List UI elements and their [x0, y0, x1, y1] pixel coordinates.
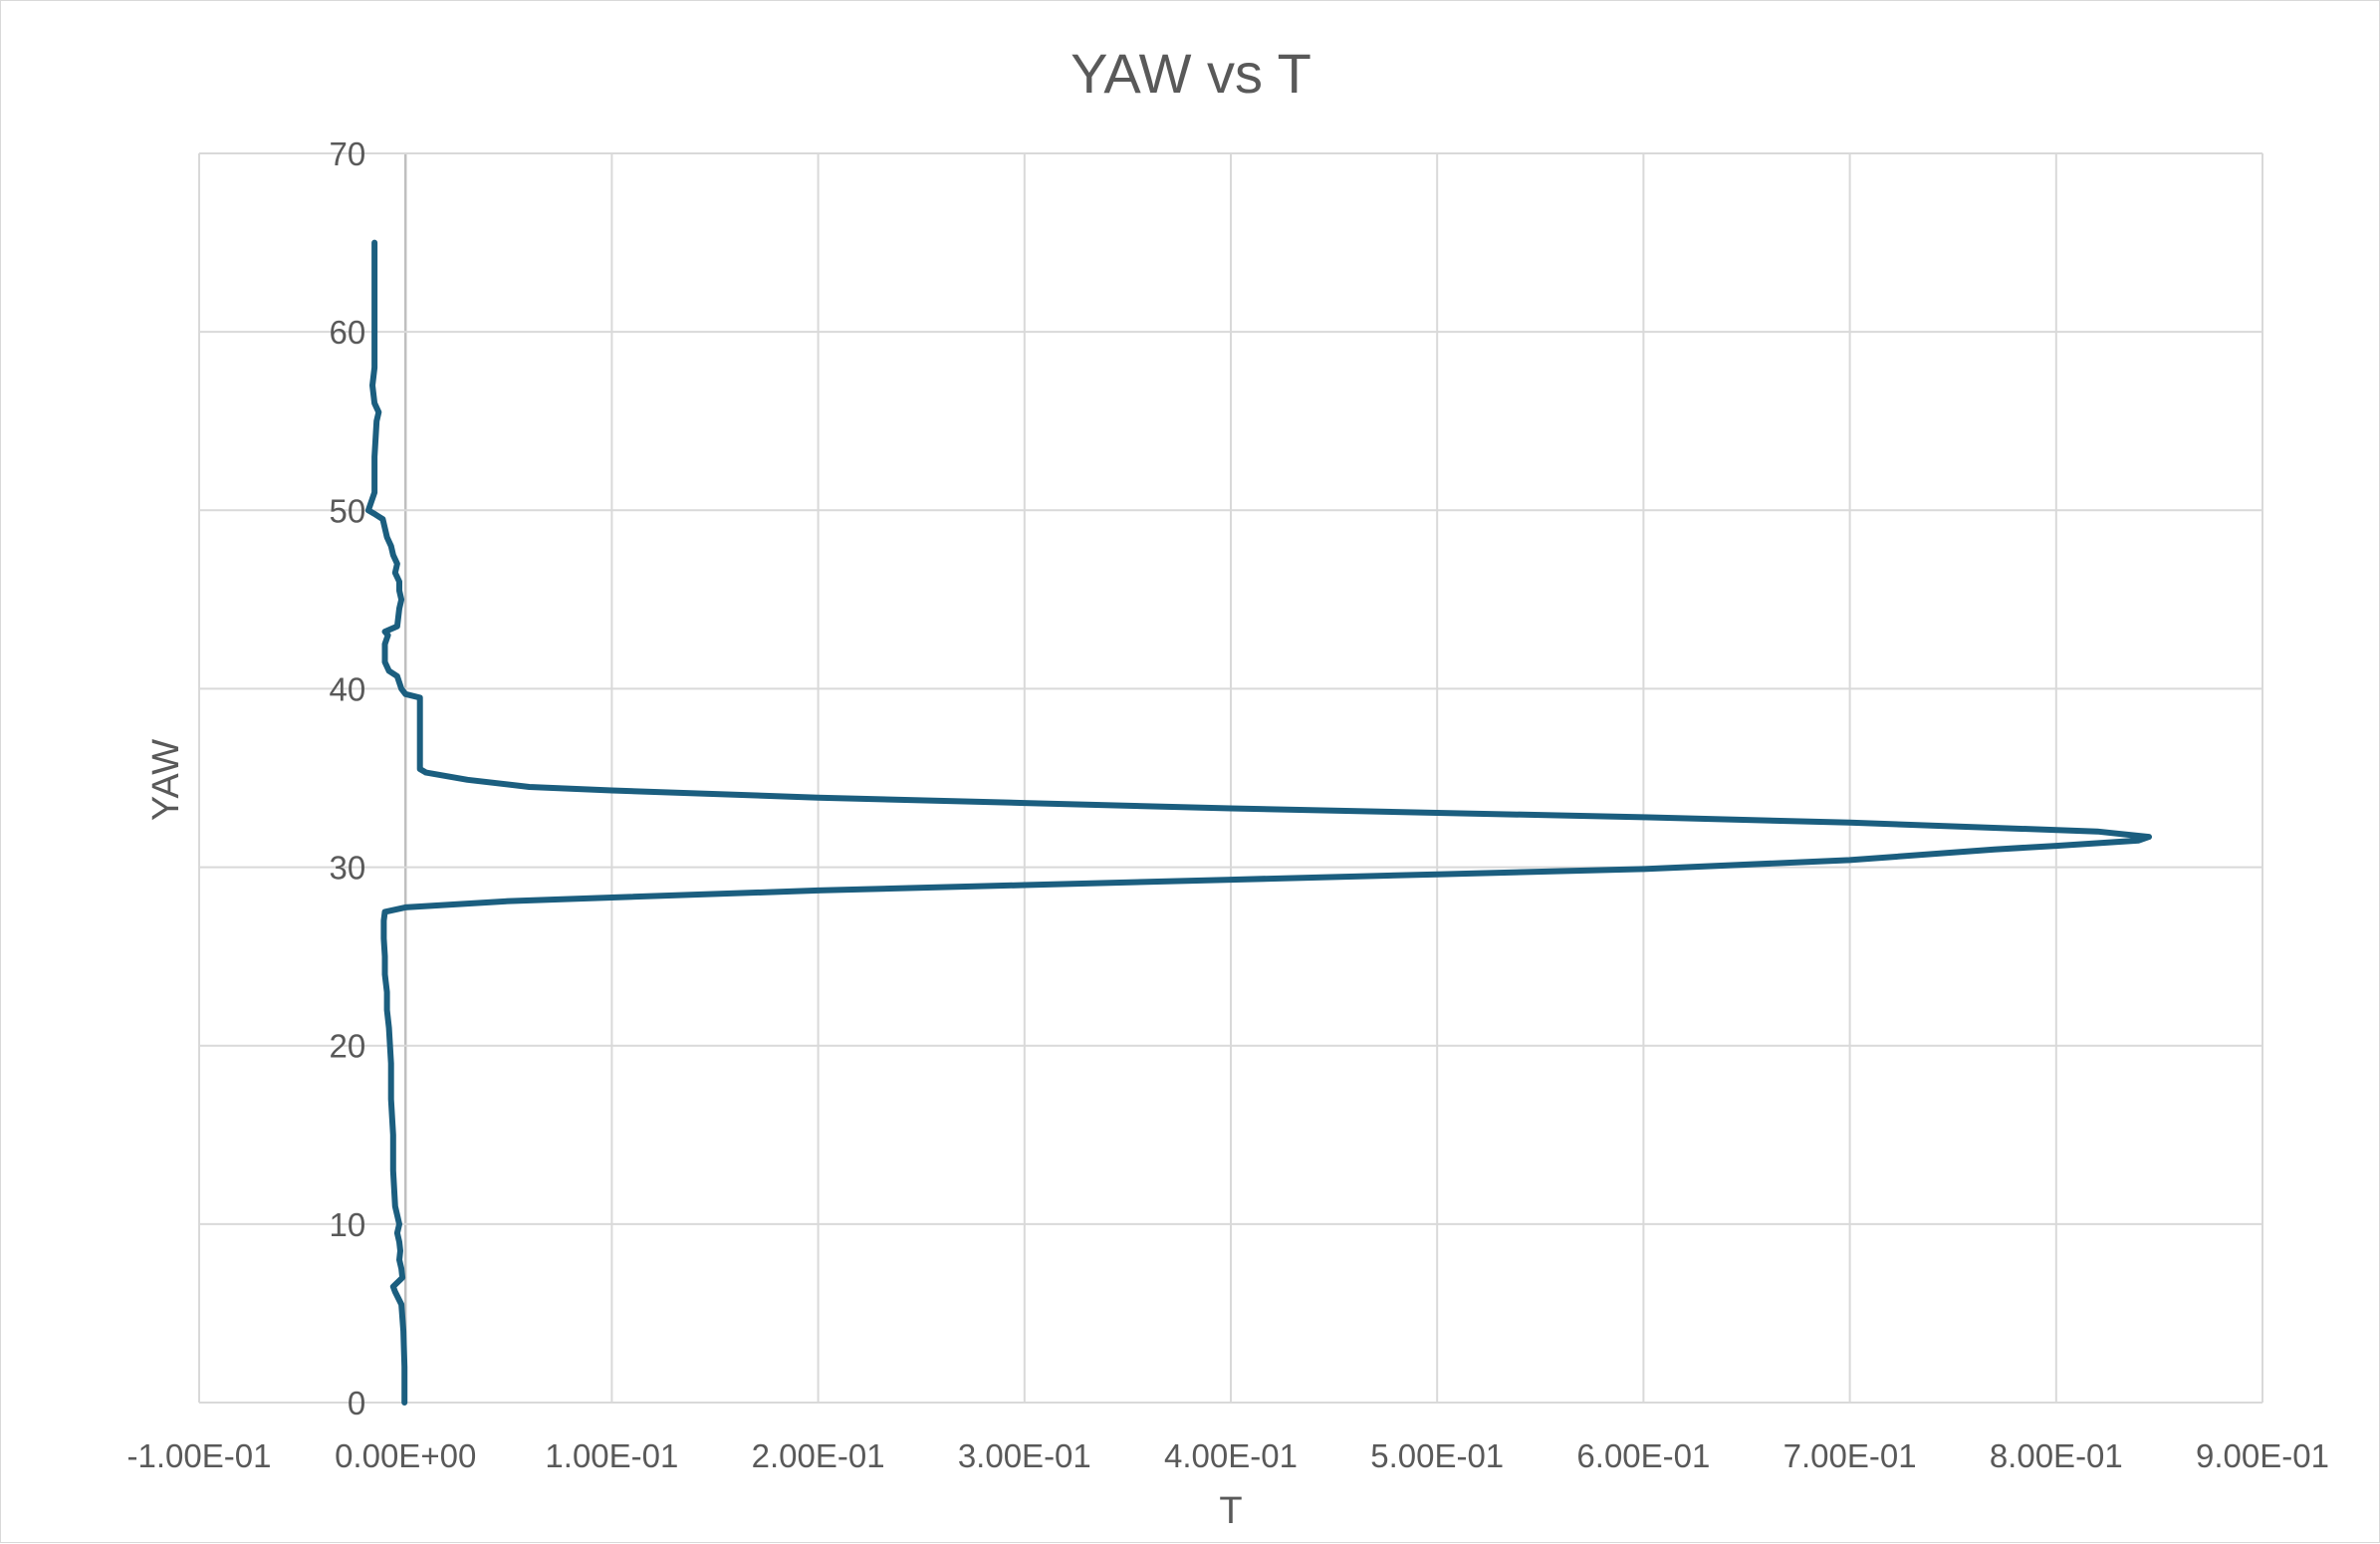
x-tick-label: 8.00E-01: [1990, 1437, 2123, 1474]
x-tick-label: 4.00E-01: [1164, 1437, 1298, 1474]
y-tick-label: 30: [329, 850, 365, 887]
tick-labels: -1.00E-01 0.00E+00 1.00E-01 2.00E-01 3.00E-0…: [127, 135, 2329, 1474]
y-tick-label: 20: [329, 1028, 365, 1065]
x-tick-label: 5.00E-01: [1370, 1437, 1504, 1474]
x-tick-label: 3.00E-01: [958, 1437, 1091, 1474]
chart-title: YAW vs T: [1071, 42, 1311, 105]
x-tick-label: 7.00E-01: [1784, 1437, 1917, 1474]
series-line: [364, 239, 2152, 1406]
y-tick-label: 40: [329, 670, 365, 707]
y-tick-label: 10: [329, 1206, 365, 1243]
x-tick-label: -1.00E-01: [127, 1437, 272, 1474]
gridlines: [198, 152, 2263, 1404]
x-tick-label: 1.00E-01: [545, 1437, 678, 1474]
x-tick-label: 2.00E-01: [752, 1437, 885, 1474]
x-tick-label: 6.00E-01: [1576, 1437, 1710, 1474]
series-group: [364, 239, 2152, 1406]
x-tick-label: 9.00E-01: [2196, 1437, 2329, 1474]
y-tick-label: 70: [329, 135, 365, 172]
y-tick-label: 0: [348, 1385, 365, 1421]
y-tick-label: 60: [329, 314, 365, 351]
y-axis-title: YAW: [145, 739, 187, 821]
x-tick-label: 0.00E+00: [335, 1437, 476, 1474]
x-axis-title: T: [1219, 1490, 1242, 1532]
y-tick-label: 50: [329, 492, 365, 529]
